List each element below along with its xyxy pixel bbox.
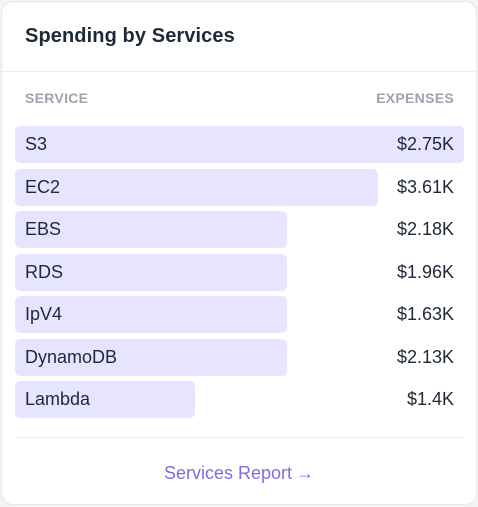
service-row: S3 $2.75K [15,126,464,163]
column-headers: SERVICE EXPENSES [25,90,454,106]
spend-bar [15,211,287,248]
service-name: Lambda [25,389,91,409]
service-row: IpV4 $1.63K [15,296,464,333]
service-name: EC2 [25,176,61,197]
spend-bar [15,296,287,333]
service-expense: $2.18K [396,219,454,239]
service-name: RDS [25,261,64,282]
service-row: RDS $1.96K [15,253,464,291]
service-expense: $1.4K [406,389,454,409]
card-title: Spending by Services [25,25,235,47]
column-header-expenses: EXPENSES [376,90,454,106]
spend-bar [15,126,464,163]
spend-bar [15,168,379,206]
service-row: EBS $2.18K [15,211,464,248]
service-list: S3 $2.75K EC2 $3.61K EBS $2.18K RDS $1.96K IpV4 $… [15,126,464,424]
service-expense: $3.61K [396,176,454,197]
service-expense: $2.75K [396,134,454,154]
service-name: EBS [25,219,62,239]
service-name: S3 [25,134,48,154]
service-row: EC2 $3.61K [15,168,464,206]
spend-bar [15,253,287,291]
footer-divider [15,437,464,438]
service-name: DynamoDB [25,346,118,367]
spend-bar [15,338,287,376]
services-report-label: Services Report [163,463,293,483]
arrow-right-icon: → [296,463,315,483]
service-name: IpV4 [25,304,63,324]
service-row: Lambda $1.4K [15,381,464,418]
service-expense: $1.96K [396,261,454,282]
services-report-link[interactable]: Services Report → [2,463,476,484]
spend-bar [15,381,196,418]
column-header-service: SERVICE [25,90,89,106]
card-header: Spending by Services [2,2,476,72]
service-expense: $2.13K [396,346,454,367]
service-expense: $1.63K [396,304,454,324]
service-row: DynamoDB $2.13K [15,338,464,376]
